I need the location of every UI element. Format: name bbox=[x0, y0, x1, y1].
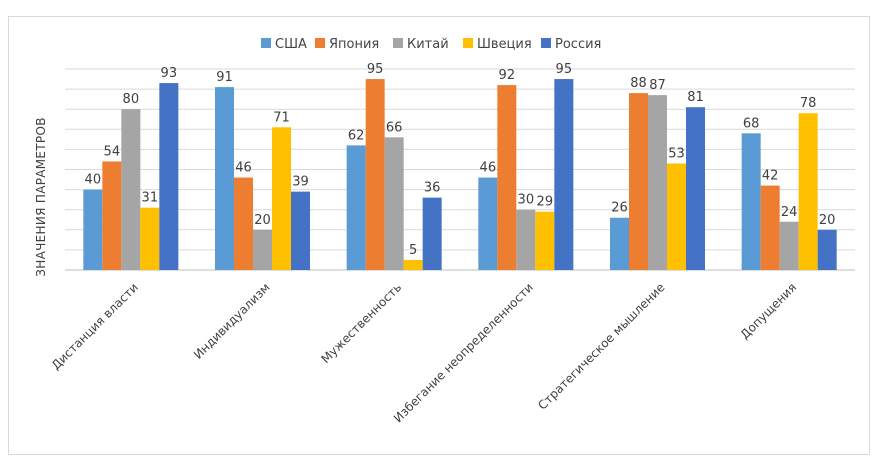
category-labels: Дистанция власти Индивидуализм Мужественно… bbox=[49, 280, 800, 425]
bar bbox=[648, 95, 667, 270]
bar bbox=[272, 127, 291, 270]
data-label: 46 bbox=[480, 161, 497, 176]
data-label: 46 bbox=[235, 161, 252, 176]
legend-entry: США bbox=[275, 37, 307, 52]
legend: США Япония Китай Швеция Россия bbox=[261, 37, 601, 52]
data-label: 24 bbox=[781, 205, 798, 220]
category-label: Стратегическое мышление bbox=[535, 280, 667, 412]
data-label: 78 bbox=[800, 96, 817, 111]
data-label: 68 bbox=[743, 116, 760, 131]
data-label: 80 bbox=[123, 92, 140, 107]
data-label: 81 bbox=[687, 90, 704, 105]
bars bbox=[83, 79, 837, 271]
legend-entry: Швеция bbox=[477, 37, 532, 52]
data-label: 20 bbox=[254, 213, 271, 228]
data-label: 95 bbox=[367, 62, 384, 77]
bar bbox=[422, 197, 442, 270]
category-label: Дистанция власти bbox=[49, 280, 141, 372]
bar bbox=[817, 229, 837, 270]
bar bbox=[346, 145, 366, 270]
bar bbox=[140, 207, 160, 270]
bar bbox=[686, 107, 705, 270]
data-label: 42 bbox=[762, 169, 779, 184]
bar bbox=[384, 137, 404, 270]
legend-swatch bbox=[315, 38, 325, 48]
data-label: 20 bbox=[819, 213, 836, 228]
bar bbox=[779, 221, 799, 270]
data-label: 54 bbox=[104, 144, 121, 159]
legend-swatch bbox=[393, 38, 403, 48]
data-label: 29 bbox=[537, 195, 554, 210]
bar bbox=[83, 189, 103, 270]
bar bbox=[403, 259, 423, 270]
bar bbox=[516, 209, 536, 270]
data-label: 5 bbox=[409, 243, 417, 258]
data-label: 66 bbox=[386, 120, 403, 135]
data-label: 91 bbox=[216, 70, 233, 85]
bar bbox=[102, 161, 122, 270]
bar bbox=[554, 79, 574, 270]
data-label: 30 bbox=[518, 193, 535, 208]
legend-entry: Китай bbox=[407, 37, 449, 52]
bar bbox=[497, 85, 517, 270]
data-label: 53 bbox=[668, 146, 685, 161]
data-label: 87 bbox=[649, 78, 666, 93]
data-label: 62 bbox=[348, 128, 365, 143]
bar bbox=[798, 113, 818, 270]
data-label: 26 bbox=[611, 201, 628, 216]
legend-swatch bbox=[463, 38, 473, 48]
legend-entry: Россия bbox=[555, 37, 601, 52]
bar bbox=[760, 185, 780, 270]
data-label: 39 bbox=[292, 175, 309, 190]
bar bbox=[253, 229, 272, 270]
bar bbox=[667, 163, 686, 270]
data-label: 71 bbox=[273, 110, 290, 125]
data-label: 93 bbox=[161, 66, 178, 81]
category-label: Индивидуализм bbox=[191, 280, 273, 362]
bar bbox=[365, 79, 385, 270]
bar bbox=[234, 177, 253, 270]
bar bbox=[741, 133, 761, 270]
data-label: 92 bbox=[499, 68, 516, 83]
legend-entry: Япония bbox=[329, 37, 379, 52]
category-label: Мужественность bbox=[318, 280, 404, 366]
gridlines bbox=[65, 68, 855, 271]
data-label: 40 bbox=[85, 173, 102, 188]
data-label: 88 bbox=[630, 76, 647, 91]
data-label: 36 bbox=[424, 181, 441, 196]
legend-swatch bbox=[541, 38, 551, 48]
category-label: Избегание неопределенности bbox=[391, 280, 536, 425]
bar bbox=[610, 217, 629, 270]
bar bbox=[535, 211, 555, 270]
data-label: 95 bbox=[556, 62, 573, 77]
data-label: 31 bbox=[142, 191, 159, 206]
bar bbox=[478, 177, 498, 270]
bar bbox=[159, 83, 179, 270]
bar bbox=[629, 93, 648, 271]
legend-swatch bbox=[261, 38, 271, 48]
category-label: Допущения bbox=[738, 280, 800, 342]
y-axis-label: ЗНАЧЕНИЯ ПАРАМЕТРОВ bbox=[34, 117, 48, 276]
bar bbox=[121, 109, 141, 270]
bar bbox=[291, 191, 310, 270]
bar bbox=[215, 87, 234, 270]
chart-frame: 40 54 80 31 93 91 46 20 71 39 62 95 66 5 36 46 92 30 29 95 2… bbox=[8, 16, 870, 455]
